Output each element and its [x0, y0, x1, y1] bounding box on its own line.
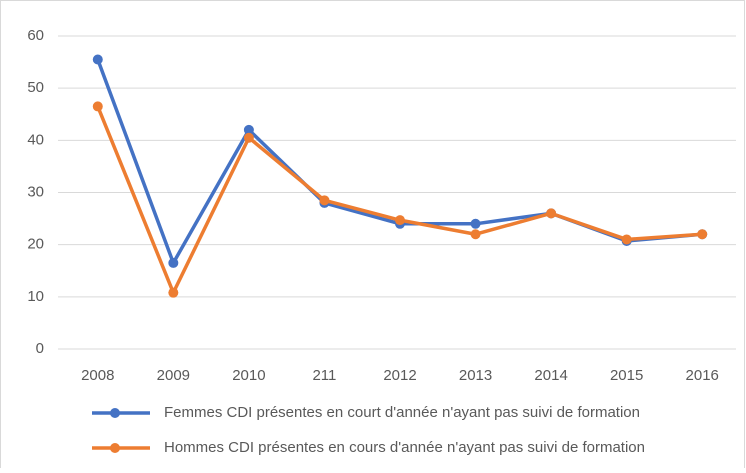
- y-tick-label: 20: [27, 236, 44, 253]
- point: [621, 234, 632, 245]
- point: [395, 215, 405, 226]
- point: [243, 124, 254, 135]
- point: [92, 54, 103, 65]
- x-tick-label: 211: [312, 367, 336, 384]
- x-tick-label: 2015: [610, 367, 643, 384]
- x-tick-label: 2010: [232, 367, 265, 384]
- y-tick-label: 30: [27, 183, 44, 200]
- x-tick-label: 2008: [81, 367, 114, 384]
- x-tick-label: 2013: [459, 367, 492, 384]
- x-tick-label: 2012: [383, 367, 416, 384]
- point: [697, 229, 708, 240]
- y-tick-label: 0: [36, 340, 44, 357]
- y-tick-label: 60: [27, 27, 44, 44]
- legend-marker: [110, 408, 120, 418]
- point: [470, 218, 481, 229]
- point: [243, 132, 254, 143]
- x-tick-label: 2014: [534, 367, 567, 384]
- x-tick-label: 2009: [157, 367, 190, 384]
- point: [168, 257, 179, 268]
- y-tick-label: 50: [27, 79, 44, 96]
- point: [470, 229, 481, 240]
- legend-label: Hommes CDI présentes en cours d'année n'…: [164, 439, 645, 456]
- point: [168, 287, 179, 298]
- y-tick-label: 40: [27, 131, 44, 148]
- point: [319, 195, 330, 206]
- point: [546, 208, 557, 219]
- y-tick-label: 10: [27, 288, 44, 305]
- legend-marker: [110, 443, 120, 453]
- legend-label: Femmes CDI présentes en court d'année n'…: [164, 404, 640, 421]
- point: [92, 101, 103, 112]
- x-tick-label: 2016: [686, 367, 719, 384]
